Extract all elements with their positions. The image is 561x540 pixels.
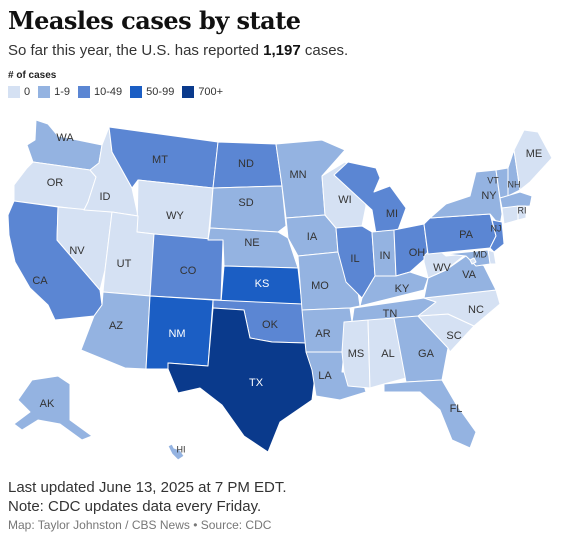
label-ne: NE [244,237,259,249]
label-ia: IA [307,231,318,243]
legend-item-1-9: 1-9 [38,86,70,98]
legend-swatch [182,86,195,98]
label-ny: NY [481,190,497,202]
state-ri[interactable] [517,205,527,221]
legend-label: 700+ [198,86,224,98]
state-mi[interactable] [333,161,407,235]
label-co: CO [180,265,197,277]
label-fl: FL [450,403,463,415]
state-labels: WA OR CA NV ID MT WY UT AZ CO NM ND SD N… [32,132,542,454]
state-me[interactable] [513,129,553,191]
label-or: OR [47,177,64,189]
label-nv: NV [69,245,85,257]
state-tx[interactable] [167,307,317,453]
subtitle-suffix: cases. [300,42,349,59]
label-mo: MO [311,280,329,292]
label-tn: TN [383,308,398,320]
label-az: AZ [109,320,123,332]
label-hi: HI [177,444,186,454]
note: Note: CDC updates data every Friday. [8,498,262,515]
credit: Map: Taylor Johnston / CBS News • Source… [8,518,272,532]
label-la: LA [318,370,332,382]
state-al[interactable] [367,317,407,389]
label-ri: RI [518,205,527,215]
state-sd[interactable] [209,185,287,233]
state-ak[interactable] [13,375,93,441]
case-count: 1,197 [263,42,301,59]
label-nj: NJ [491,223,502,233]
label-sd: SD [238,197,253,209]
legend-label: 0 [24,86,31,98]
label-ut: UT [117,258,132,270]
label-wy: WY [166,210,184,222]
state-dc[interactable] [469,257,477,265]
label-mn: MN [289,169,306,181]
label-md: MD [473,249,487,259]
label-nc: NC [468,304,484,316]
label-ok: OK [262,319,279,331]
state-ct[interactable] [501,205,519,225]
label-ky: KY [395,283,410,295]
label-ks: KS [255,278,270,290]
legend-item-50-99: 50-99 [130,86,174,98]
label-me: ME [526,148,543,160]
subtitle: So far this year, the U.S. has reported … [8,42,348,59]
label-nd: ND [238,158,254,170]
label-oh: OH [409,247,426,259]
label-pa: PA [459,229,474,241]
label-va: VA [462,269,477,281]
legend-item-10-49: 10-49 [78,86,122,98]
label-id: ID [100,191,111,203]
state-ky[interactable] [359,271,429,307]
state-ga[interactable] [393,315,449,383]
state-ma[interactable] [499,191,533,209]
legend-label: 1-9 [54,86,71,98]
label-ms: MS [348,348,365,360]
label-wv: WV [433,262,451,274]
legend-label: 10-49 [94,86,123,98]
us-map: WA OR CA NV ID MT WY UT AZ CO NM ND SD N… [7,119,553,460]
legend-swatch [38,86,51,98]
label-vt: VT [487,175,499,185]
label-mi: MI [386,208,398,220]
label-wa: WA [56,132,74,144]
label-sc: SC [446,330,461,342]
label-in: IN [380,250,391,262]
label-al: AL [381,348,394,360]
label-ca: CA [32,275,48,287]
last-updated: Last updated June 13, 2025 at 7 PM EDT. [8,479,287,496]
legend-swatch [130,86,143,98]
legend-label: 50-99 [146,86,175,98]
label-nm: NM [168,328,185,340]
label-il: IL [350,253,359,265]
state-md[interactable] [445,249,491,267]
label-tx: TX [249,377,264,389]
legend-item-0: 0 [8,86,30,98]
label-nh: NH [508,179,521,189]
legend-swatch [8,86,20,98]
legend-title: # of cases [8,70,57,81]
legend-item-700: 700+ [182,86,223,98]
state-fl[interactable] [383,379,477,449]
label-ak: AK [40,398,55,410]
state-nc[interactable] [417,289,501,327]
state-hi[interactable] [167,443,185,460]
label-ga: GA [418,348,435,360]
label-ar: AR [315,328,330,340]
legend: 0 1-9 10-49 50-99 700+ [8,86,231,98]
subtitle-prefix: So far this year, the U.S. has reported [8,42,264,59]
page-title: Measles cases by state [8,6,301,35]
legend-swatch [78,86,91,98]
label-mt: MT [152,154,168,166]
label-wi: WI [338,194,351,206]
state-oh[interactable] [393,223,429,277]
